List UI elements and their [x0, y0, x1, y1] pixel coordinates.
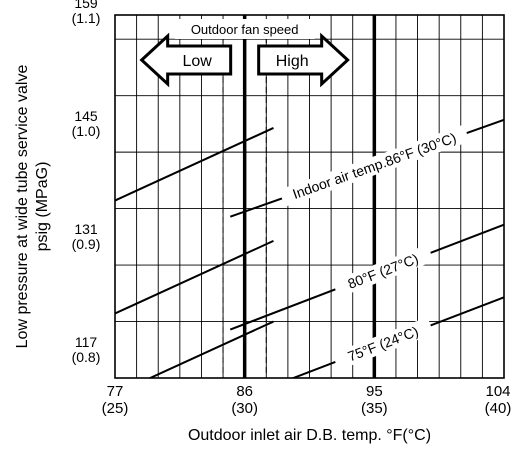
series-label-background	[332, 244, 434, 298]
high-arrow-icon	[257, 32, 350, 88]
x-tick-sublabel: (40)	[485, 400, 512, 417]
series-line-low-fan	[147, 320, 274, 378]
series-label: 75°F (24°C)	[345, 323, 420, 364]
high-label: High	[276, 53, 309, 70]
series-label-background	[332, 317, 434, 371]
y-tick-label: 145	[74, 108, 98, 124]
y-tick-sublabel: (0.8)	[72, 349, 101, 365]
axes: 117(0.8) 131(0.9) 145(1.0) 159(1.1) 77(25) 86…	[14, 0, 511, 444]
low-arrow-icon	[139, 32, 233, 88]
y-axis-label-line2: psig (MPaG)	[34, 162, 51, 252]
plot-border	[114, 14, 505, 379]
plot-frame	[114, 14, 505, 379]
y-tick-label: 117	[75, 334, 98, 350]
series-label: 80°F (27°C)	[345, 250, 420, 291]
x-tick-sublabel: (35)	[361, 400, 388, 417]
x-tick-sublabel: (30)	[231, 400, 258, 417]
y-tick-sublabel: (1.1)	[72, 10, 101, 26]
x-tick-label: 77	[107, 383, 124, 400]
fan-speed-title: Outdoor fan speed	[191, 22, 299, 37]
y-axis-label-line1: Low pressure at wide tube service valve	[14, 65, 31, 349]
x-tick-label: 104	[485, 383, 510, 400]
y-tick-label: 131	[74, 221, 98, 237]
series-label-background	[278, 124, 470, 207]
series-label-group: 75°F (24°C)	[332, 317, 434, 371]
x-tick-sublabel: (25)	[102, 400, 129, 417]
series-label-group: 80°F (27°C)	[332, 244, 434, 298]
series-line-low-fan	[115, 239, 274, 315]
y-tick-sublabel: (1.0)	[72, 123, 101, 139]
x-tick-label: 86	[236, 383, 253, 400]
x-tick-label: 95	[366, 383, 383, 400]
series-line-low-fan	[115, 127, 274, 202]
fan-speed-indicator: Outdoor fan speed Low High	[139, 15, 379, 378]
fan-title-background	[174, 19, 315, 39]
y-tick-label: 159	[74, 0, 98, 11]
x-axis-label: Outdoor inlet air D.B. temp. °F(°C)	[188, 427, 431, 444]
y-tick-sublabel: (0.9)	[72, 236, 101, 252]
low-label: Low	[182, 53, 212, 70]
